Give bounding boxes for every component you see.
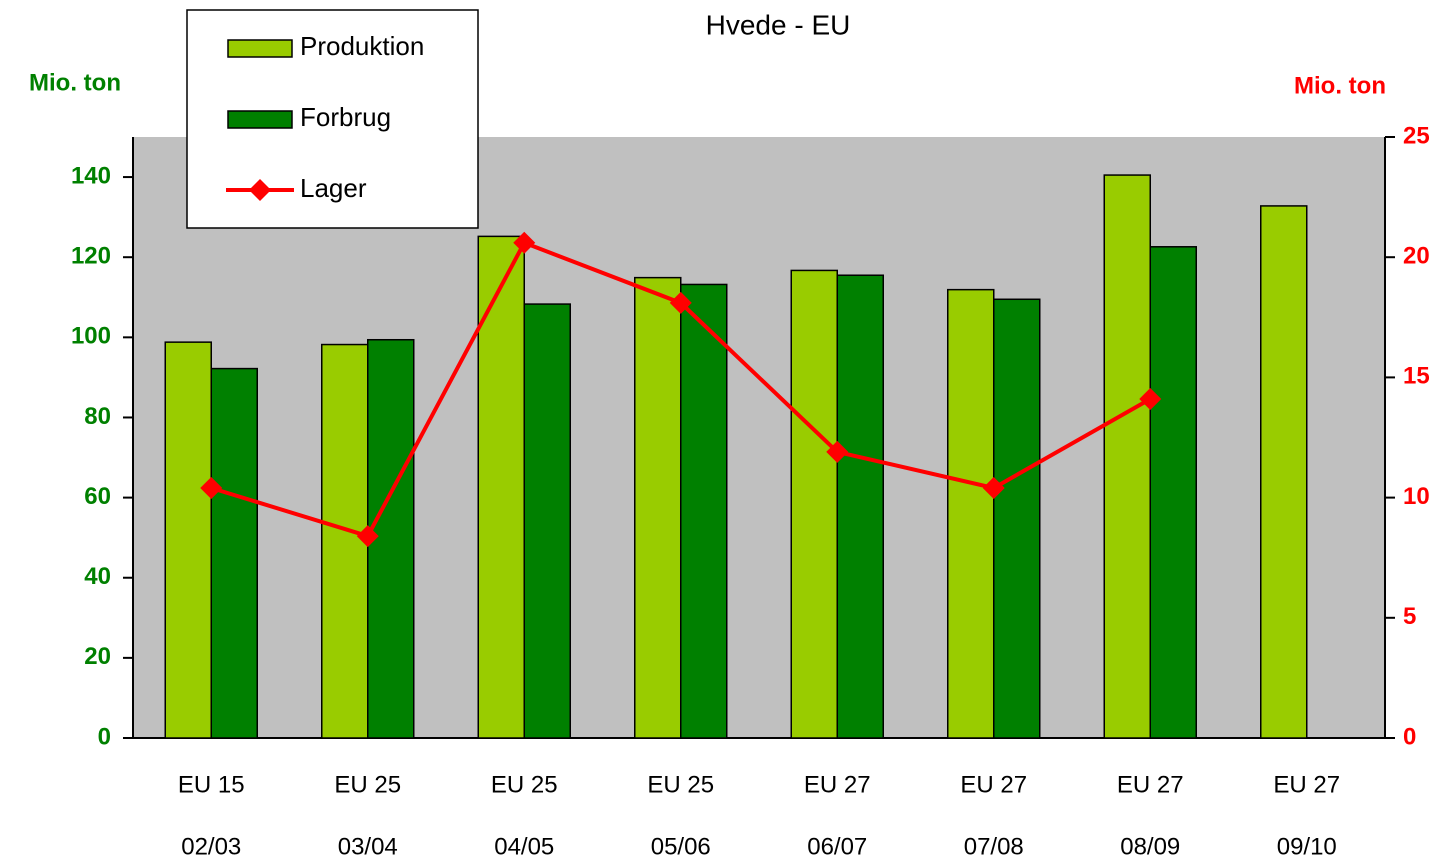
bar: [947, 288, 995, 739]
bar: [836, 274, 884, 739]
y-tick-label: 100: [71, 323, 111, 350]
y2-tick-label: 10: [1403, 483, 1430, 510]
bar: [523, 303, 571, 739]
legend-swatch: [227, 39, 293, 58]
x-tick-label: 02/03: [181, 833, 241, 860]
chart-title: Hvede - EU: [706, 9, 851, 40]
x-tick-label: 08/09: [1120, 833, 1180, 860]
x-tick-label: 03/04: [338, 833, 398, 860]
line-marker: [513, 231, 536, 254]
x-group-label: EU 27: [1273, 771, 1340, 798]
y-tick-label: 80: [84, 403, 111, 430]
bar: [477, 235, 525, 739]
x-group-label: EU 25: [491, 771, 558, 798]
line-marker: [356, 525, 379, 548]
x-group-label: EU 27: [804, 771, 871, 798]
bar: [321, 343, 369, 739]
x-group-label: EU 25: [334, 771, 401, 798]
legend-label: Forbrug: [300, 102, 391, 132]
x-tick-label: 09/10: [1277, 833, 1337, 860]
y2-tick-label: 20: [1403, 243, 1430, 270]
y2-tick-label: 0: [1403, 723, 1416, 750]
x-tick-label: 06/07: [807, 833, 867, 860]
legend-marker: [249, 179, 271, 201]
line-marker: [982, 476, 1005, 499]
x-tick-label: 05/06: [651, 833, 711, 860]
bar: [680, 283, 728, 739]
y2-axis-title: Mio. ton: [1294, 72, 1386, 99]
y-tick-label: 120: [71, 243, 111, 270]
x-group-label: EU 27: [960, 771, 1027, 798]
legend-label: Produktion: [300, 31, 424, 61]
x-group-label: EU 25: [647, 771, 714, 798]
x-tick-label: 07/08: [964, 833, 1024, 860]
y2-tick-label: 5: [1403, 603, 1416, 630]
x-group-label: EU 27: [1117, 771, 1184, 798]
bar: [164, 341, 212, 739]
line-marker: [669, 291, 692, 314]
line-marker: [1139, 388, 1162, 411]
y-tick-label: 0: [98, 723, 111, 750]
legend-swatch: [227, 110, 293, 129]
y-tick-label: 60: [84, 483, 111, 510]
legend-label: Lager: [300, 173, 367, 203]
line-marker: [200, 476, 223, 499]
bar: [1260, 205, 1308, 739]
x-group-label: EU 15: [178, 771, 245, 798]
y-axis-title: Mio. ton: [29, 69, 121, 96]
bar: [634, 276, 682, 739]
bar: [1103, 174, 1151, 739]
y-tick-label: 40: [84, 563, 111, 590]
bar: [210, 367, 258, 739]
y2-tick-label: 15: [1403, 363, 1430, 390]
y-tick-label: 140: [71, 162, 111, 189]
x-tick-label: 04/05: [494, 833, 554, 860]
bar: [1149, 246, 1197, 739]
line-marker: [826, 440, 849, 463]
y2-tick-label: 25: [1403, 122, 1430, 149]
bar: [993, 298, 1041, 739]
bar: [790, 269, 838, 739]
y-tick-label: 20: [84, 643, 111, 670]
